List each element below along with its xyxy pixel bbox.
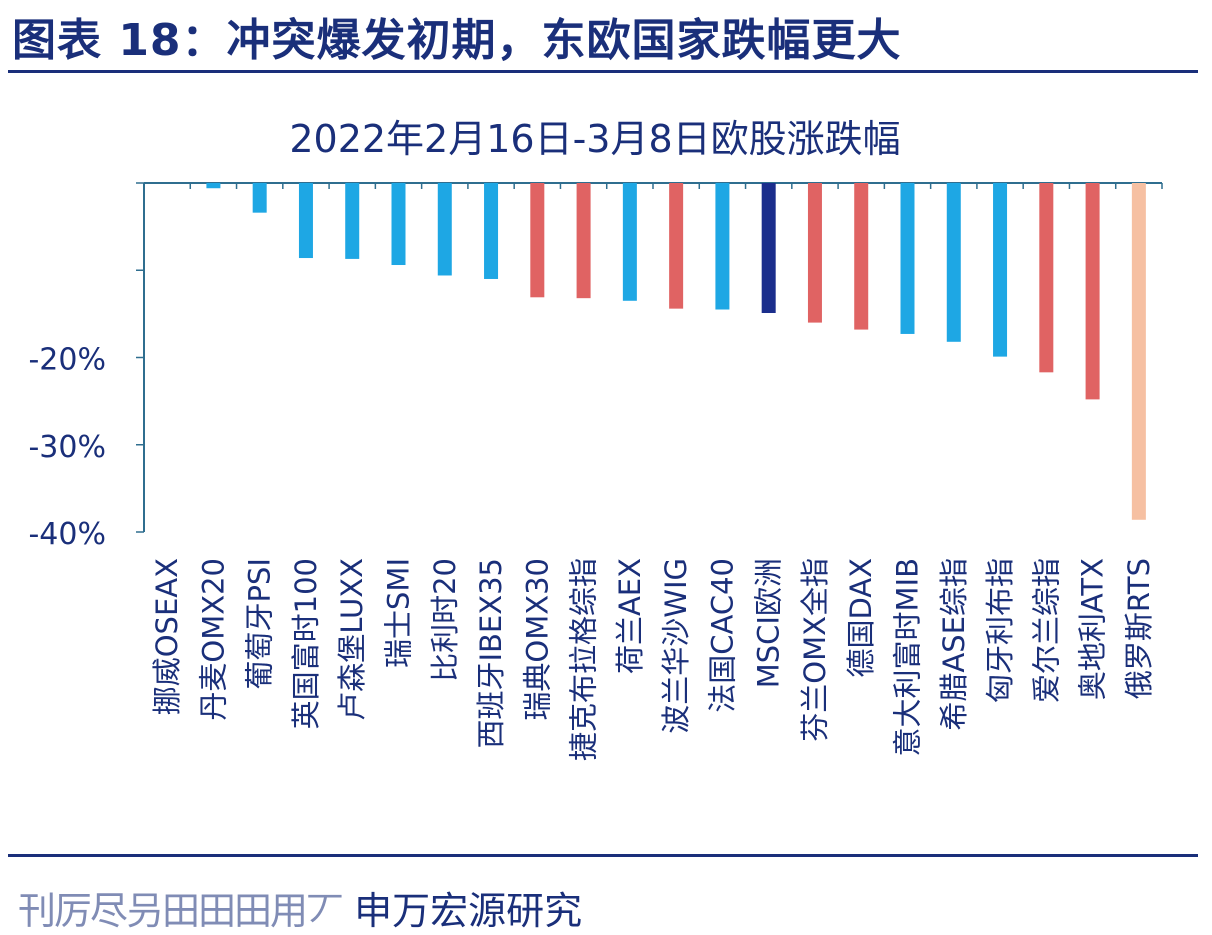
bar: [206, 183, 221, 189]
title-rule: [8, 70, 1198, 73]
x-category-label: 波兰华沙WIG: [659, 558, 693, 734]
x-category-label: 丹麦OMX20: [196, 558, 230, 721]
bar: [669, 183, 684, 309]
y-tick-label: -40%: [28, 517, 106, 552]
chart-bars: [206, 183, 1146, 520]
x-category-label: 卢森堡LUXX: [335, 558, 369, 721]
y-axis-tick-labels: -20% -30% -40%: [28, 343, 106, 553]
bar: [252, 183, 267, 213]
x-category-label: 葡萄牙PSI: [243, 558, 277, 689]
bar-chart: 2022年2月16日-3月8日欧股涨跌幅 -20% -30% -40% 挪威OSEA…: [28, 117, 1163, 761]
y-tick-label: -20%: [28, 343, 106, 378]
y-tick-label: -30%: [28, 430, 106, 465]
bar: [1085, 183, 1100, 400]
x-category-label: 荷兰AEX: [613, 558, 647, 674]
bar: [807, 183, 822, 323]
x-category-label: 英国富时100: [289, 558, 323, 729]
bar: [530, 183, 545, 298]
bar: [437, 183, 452, 276]
bar: [761, 183, 776, 314]
x-category-label: 匈牙利布指: [983, 558, 1017, 703]
x-axis-category-labels: 挪威OSEAX 丹麦OMX20 葡萄牙PSI 英国富时100 卢森堡LUXX 瑞士SMI 比…: [150, 558, 1156, 761]
x-category-label: 西班牙IBEX35: [474, 558, 508, 749]
bar: [391, 183, 406, 266]
bar: [576, 183, 591, 299]
bar: [900, 183, 915, 334]
x-category-label: 爱尔兰综指: [1029, 558, 1063, 703]
bar: [993, 183, 1008, 357]
source-label: 申万宏源研究: [354, 889, 583, 933]
bar: [622, 183, 637, 301]
source-note: 刊厉尽叧田田田用丆 申万宏源研究: [18, 880, 582, 935]
smudged-text: 刊厉尽叧田田田用丆: [18, 889, 344, 933]
bar: [1039, 183, 1054, 373]
bar: [1131, 183, 1146, 520]
bar: [484, 183, 499, 279]
bar: [345, 183, 360, 259]
bar: [298, 183, 313, 259]
bar: [854, 183, 869, 330]
x-category-label: 奥地利ATX: [1076, 558, 1110, 700]
x-category-label: 捷克布拉格综指: [567, 558, 601, 761]
footer-rule: [8, 854, 1198, 857]
x-category-label: 德国DAX: [844, 558, 878, 678]
x-category-label: 芬兰OMX全指: [798, 558, 832, 742]
x-category-label: 意大利富时MIB: [891, 558, 925, 756]
x-category-label: 挪威OSEAX: [150, 558, 184, 715]
bar: [715, 183, 730, 310]
x-category-label: MSCI欧洲: [752, 558, 786, 688]
x-category-label: 比利时20: [428, 558, 462, 682]
x-category-label: 瑞士SMI: [382, 558, 416, 668]
bar: [946, 183, 961, 342]
chart-axes: [136, 182, 1163, 533]
x-category-label: 希腊ASE综指: [937, 558, 971, 731]
page-title: 图表 18：冲突爆发初期，东欧国家跌幅更大: [12, 15, 902, 66]
x-category-label: 俄罗斯RTS: [1122, 558, 1156, 699]
chart-title: 2022年2月16日-3月8日欧股涨跌幅: [289, 117, 900, 161]
x-category-label: 瑞典OMX30: [520, 558, 554, 721]
x-category-label: 法国CAC40: [705, 558, 739, 713]
